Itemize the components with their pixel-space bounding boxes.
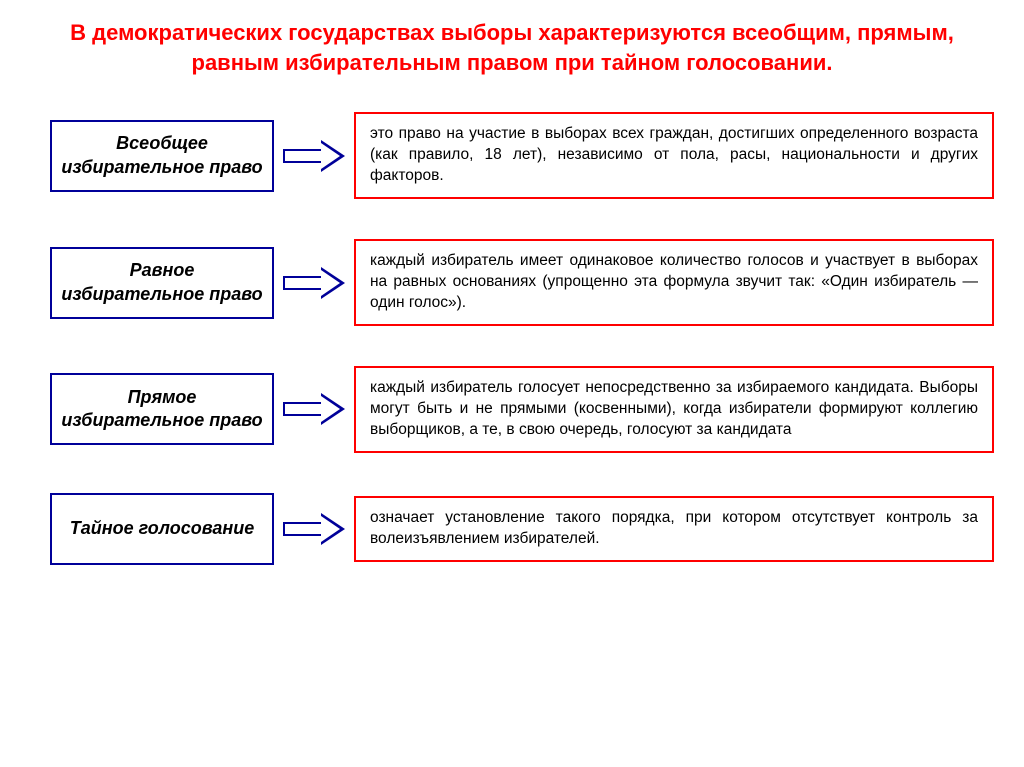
description-box: каждый избиратель голосует непосредствен… <box>354 366 994 453</box>
label-box: Тайное голосование <box>50 493 274 565</box>
row-item: Всеобщее избирательное право это право н… <box>30 112 994 199</box>
arrow-icon <box>274 513 354 545</box>
description-box: это право на участие в выборах всех граж… <box>354 112 994 199</box>
description-box: каждый избиратель имеет одинаковое колич… <box>354 239 994 326</box>
description-box: означает установление такого порядка, пр… <box>354 496 994 562</box>
row-item: Равное избирательное право каждый избира… <box>30 239 994 326</box>
arrow-icon <box>274 267 354 299</box>
rows-container: Всеобщее избирательное право это право н… <box>30 112 994 564</box>
label-box: Всеобщее избирательное право <box>50 120 274 192</box>
row-item: Прямое избирательное право каждый избира… <box>30 366 994 453</box>
row-item: Тайное голосование означает установление… <box>30 493 994 565</box>
arrow-icon <box>274 393 354 425</box>
label-box: Прямое избирательное право <box>50 373 274 445</box>
label-box: Равное избирательное право <box>50 247 274 319</box>
page-title: В демократических государствах выборы ха… <box>30 18 994 77</box>
arrow-icon <box>274 140 354 172</box>
